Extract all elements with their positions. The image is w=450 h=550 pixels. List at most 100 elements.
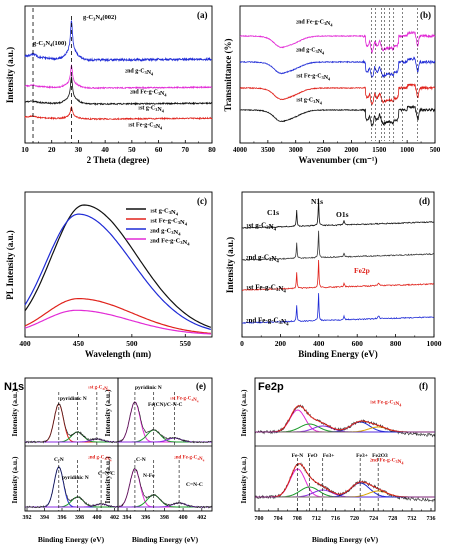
panel-e-frame-right	[117, 377, 213, 512]
panel-a-ylabel: Intensity (a.u.)	[5, 47, 15, 103]
panel-e-xtick-label: 402	[197, 515, 206, 521]
panel-f-annotation: FeO	[307, 453, 318, 459]
panel-a-frame	[24, 5, 213, 144]
panel-a-ann-002: g-C3N4(002)	[83, 14, 116, 22]
panel-b-frame	[239, 5, 436, 144]
panel-e-annotation: C=N-C	[186, 482, 203, 488]
panel-a-label: (a)	[197, 10, 208, 20]
panel-f-xtick-label: 736	[427, 516, 436, 522]
panel-e-xtick-label: 394	[123, 515, 132, 521]
panel-f-xtick-label: 716	[331, 516, 340, 522]
panel-e: N1s (e) Binding Energy (eV) Binding Ener…	[4, 377, 213, 544]
panel-f-ylabel-top: Intensity (a.u.)	[239, 389, 248, 436]
panel-b-xtick-label: 3500	[261, 146, 276, 154]
panel-e-annotation: pyridinic N	[60, 396, 87, 402]
panel-d-series-name: 1st g-C3N4	[246, 222, 277, 233]
panel-f-envelope	[255, 463, 435, 498]
panel-b-xtick-label: 2000	[344, 146, 359, 154]
panel-b-xlabel: Wavenumber (cm⁻¹)	[298, 155, 377, 165]
panel-c-series-line	[24, 204, 212, 328]
panel-d-xtick-label: 0	[240, 339, 244, 348]
panel-d-ann-o1s: O1s	[336, 210, 349, 219]
panel-c-legend-label: 1st g-C3N4	[150, 208, 179, 217]
panel-b-xtick-label: 3000	[289, 146, 304, 154]
panel-f-xtick-label: 712	[312, 516, 321, 522]
panel-f-sample-label: 1st Fe-g-C3N4	[370, 400, 401, 408]
panel-e-raw-data	[117, 467, 212, 509]
panel-a-xtick-label: 50	[128, 145, 136, 154]
panel-a-xtick-label: 40	[101, 145, 109, 154]
panel-f-raw-data	[254, 462, 435, 503]
panel-b: (b) Wavenumber (cm⁻¹) Transmittance (%) …	[223, 5, 441, 165]
panel-e-sample-label: 2nd Fe-g-C3N4	[174, 456, 205, 463]
panel-e-annotation: C-N	[136, 457, 146, 463]
panel-e-annotation: pyridinic N	[62, 475, 89, 481]
panel-c-series-line	[24, 298, 211, 334]
panel-a-xtick-label: 20	[48, 145, 56, 154]
panel-c-legend-label: 2nd g-C3N4	[150, 228, 181, 237]
panel-e-xtick-label: 400	[179, 515, 188, 521]
panel-f-xtick-label: 704	[274, 516, 283, 522]
panel-c: (c) Wavelength (nm) PL Intensity (a.u.) …	[5, 191, 213, 359]
panel-b-series-name: 1st g-C3N4	[296, 98, 323, 106]
panel-e-annotation: pyridinic N	[135, 385, 162, 391]
panel-f-xtick-label: 708	[293, 516, 302, 522]
panel-d-series-name: 2nd g-C3N4	[246, 254, 279, 265]
panel-b-xtick-label: 1500	[372, 146, 387, 154]
panel-a-ann-100: g-C3N4(100)	[33, 40, 66, 48]
panel-c-series-line	[24, 213, 212, 330]
panel-b-xtick-label: 2500	[317, 146, 332, 154]
panel-e-xtick-label: 398	[160, 515, 169, 521]
panel-e-xtick-label: 402	[110, 515, 119, 521]
panel-b-series-name: 2nd g-C3N4	[296, 48, 325, 56]
panel-d-label: (d)	[419, 196, 430, 206]
panel-e-annotation: Fe(CN)/C-N-C	[148, 401, 183, 408]
panel-c-ylabel: PL Intensity (a.u.)	[5, 230, 15, 300]
panel-c-xtick-label: 500	[126, 339, 138, 348]
panel-c-xtick-label: 550	[180, 339, 192, 348]
panel-f-xtick-label: 732	[407, 516, 416, 522]
panel-f: Fe2p (f) Binding Energy (eV) Intensity (…	[239, 377, 436, 544]
panel-b-series-line	[239, 83, 436, 106]
panel-e-xtick-label: 394	[40, 515, 49, 521]
panel-f-label: (f)	[419, 381, 428, 391]
panel-d-ylabel: Intensity (a.u.)	[225, 237, 235, 293]
panel-f-xtick-label: 728	[388, 516, 397, 522]
panel-e-xtick-label: 396	[141, 515, 150, 521]
panel-e-raw-data	[117, 401, 212, 444]
panel-e-sample-label: 1st Fe-g-C3N4	[170, 397, 199, 404]
panel-c-xlabel: Wavelength (nm)	[85, 349, 151, 359]
panel-b-ylabel: Transmittance (%)	[223, 38, 233, 111]
panel-f-frame	[254, 377, 436, 512]
panel-e-ylabel-bottom: Intensity (a.u.)	[10, 456, 19, 503]
panel-d: (d) Binding Energy (eV) Intensity (a.u.)…	[225, 191, 442, 359]
panel-f-xlabel: Binding Energy (eV)	[312, 535, 379, 544]
panel-b-series-line	[239, 56, 436, 79]
panel-e-component	[118, 494, 212, 508]
panel-a-xtick-label: 80	[208, 145, 216, 154]
panel-d-xtick-label: 600	[352, 339, 364, 348]
panel-e-ylabel-bottom-right: Intensity (a.u.)	[103, 456, 112, 503]
panel-a-xtick-label: 30	[75, 145, 83, 154]
panel-b-series-name: 2nd Fe-g-C3N4	[296, 20, 333, 28]
panel-a-series-line	[24, 63, 213, 90]
panel-d-series-line	[241, 230, 434, 261]
panel-b-series-line	[239, 104, 436, 127]
panel-a-xtick-label: 10	[21, 145, 29, 154]
panel-f-annotation: Fe3+	[323, 453, 335, 459]
panel-c-xtick-label: 400	[19, 339, 31, 348]
panel-d-xtick-label: 400	[313, 339, 325, 348]
panel-f-xtick-label: 700	[255, 516, 264, 522]
panel-f-annotation: Fe-N	[292, 453, 304, 459]
panel-a-series-name: 1st Fe-g-C3N4	[128, 123, 163, 131]
panel-f-annotation: Fe3+	[356, 453, 368, 459]
panel-d-xtick-label: 1000	[427, 339, 442, 348]
panel-f-title: Fe2p	[258, 381, 284, 393]
panel-e-ylabel-top: Intensity (a.u.)	[10, 389, 19, 436]
panel-a-series-name: 2nd Fe-g-C3N4	[130, 90, 167, 98]
panel-e-raw-data	[24, 466, 118, 509]
panel-b-series-line	[239, 30, 436, 54]
panel-a-xtick-label: 70	[182, 145, 190, 154]
panel-e-annotation: N-Fe	[143, 473, 155, 479]
panel-a-series-line	[24, 20, 213, 63]
